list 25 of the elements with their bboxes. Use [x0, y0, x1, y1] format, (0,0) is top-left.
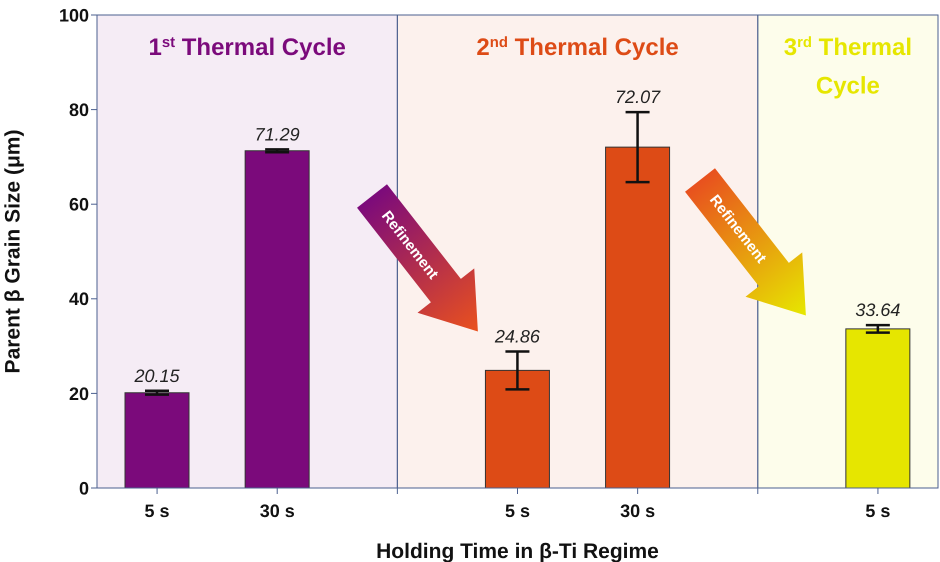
- y-axis-title: Parent β Grain Size (μm): [1, 130, 24, 374]
- x-tick-label: 5 s: [865, 500, 890, 521]
- annotation: 2$^{nd}$ Thermal Cycle: [476, 34, 679, 61]
- x-tick-label: 5 s: [144, 500, 170, 521]
- bar: [605, 146, 670, 488]
- data-label: 72.07: [615, 87, 662, 108]
- annotation: 1$^{st}$ Thermal Cycle: [148, 34, 346, 61]
- y-tick-label: 80: [68, 100, 89, 120]
- data-label: 71.29: [254, 124, 300, 144]
- x-tick-label: 5 s: [504, 500, 530, 521]
- x-tick-label: 30 s: [260, 500, 295, 521]
- bar: [244, 150, 310, 488]
- bar: [845, 328, 910, 488]
- bar: [484, 370, 550, 488]
- y-tick-label: 0: [78, 478, 89, 498]
- bar: [124, 392, 190, 488]
- y-tick-label: 40: [68, 289, 89, 310]
- y-tick-label: 60: [68, 194, 89, 215]
- x-tick-label: 30 s: [620, 500, 656, 521]
- data-label: 33.64: [855, 300, 900, 320]
- data-label: 24.86: [494, 326, 541, 346]
- data-label: 20.15: [133, 366, 181, 386]
- y-tick-label: 20: [68, 384, 89, 404]
- y-tick-label: 100: [58, 5, 89, 26]
- annotation: 3$^{rd}$ Thermal Cycle: [784, 34, 912, 100]
